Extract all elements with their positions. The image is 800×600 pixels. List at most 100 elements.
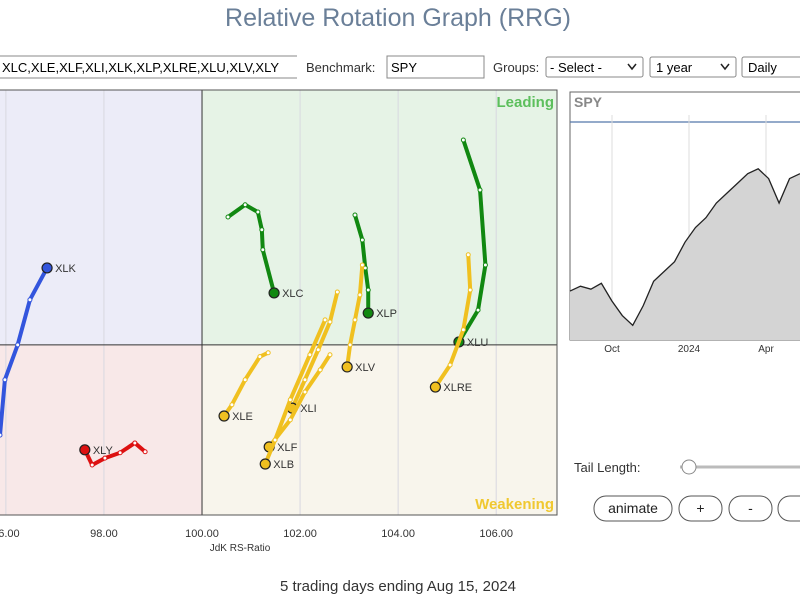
quadrant-improving <box>0 90 203 345</box>
quadrant-weakening <box>202 344 557 515</box>
tail-point <box>102 455 108 461</box>
tail-point <box>460 137 466 143</box>
tail-point <box>357 292 363 298</box>
series-label: XLB <box>273 459 294 471</box>
tail-point <box>359 262 365 268</box>
benchmark-chart: SPY Oct 2024 Apr <box>569 91 800 355</box>
button[interactable] <box>678 495 723 522</box>
tail-point <box>315 347 321 353</box>
rrg-chart: 96.00 98.00 100.00 102.00 104.00 106.00 Leadin… <box>0 89 558 554</box>
tail-point <box>265 350 271 356</box>
tail-point <box>352 317 358 323</box>
buttons: animate+-fit <box>593 495 800 522</box>
button[interactable] <box>593 495 673 522</box>
tail-point <box>352 212 358 218</box>
series-label: XLI <box>300 403 317 415</box>
x-tick-label: Oct <box>604 344 620 355</box>
tail-point <box>327 352 333 358</box>
head[interactable] <box>218 410 230 422</box>
button[interactable] <box>728 495 773 522</box>
tail <box>225 202 277 295</box>
tail-point <box>2 377 8 383</box>
tail-point <box>287 397 293 403</box>
area <box>570 168 800 340</box>
caption: 5 trading days ending Aug 15, 2024 <box>280 578 516 595</box>
head[interactable] <box>41 262 53 274</box>
plot-frame <box>0 89 558 516</box>
tail-point <box>0 432 3 438</box>
tail-point <box>257 354 263 360</box>
groups-select[interactable] <box>545 56 644 78</box>
tail-point <box>255 209 261 215</box>
series-label: XLC <box>282 288 303 300</box>
head[interactable] <box>362 307 374 319</box>
tail-point <box>482 262 488 268</box>
series-label: XLK <box>55 263 76 275</box>
button-label: animate <box>608 500 658 516</box>
x-tick-label: 100.00 <box>185 528 219 540</box>
series-label: XLF <box>277 442 297 454</box>
frequency-select[interactable] <box>741 56 800 78</box>
benchmark-input[interactable] <box>386 55 485 79</box>
tail-point <box>477 187 483 193</box>
page-title: Relative Rotation Graph (RRG) <box>225 4 571 32</box>
tail-point <box>307 352 313 358</box>
head[interactable] <box>341 361 353 373</box>
tail-point <box>287 417 293 423</box>
series-label: XLU <box>467 337 488 349</box>
dropdown-arrow <box>720 63 730 71</box>
head[interactable] <box>259 458 271 470</box>
frequency-text: Daily <box>748 60 777 75</box>
head[interactable] <box>429 381 442 393</box>
tail-point <box>15 342 21 348</box>
button[interactable] <box>777 495 800 522</box>
tail-point <box>347 342 353 348</box>
benchmark-text: SPY <box>391 60 417 75</box>
quadrant-leading <box>202 90 557 345</box>
tail-point <box>229 402 235 408</box>
button-label: + <box>696 500 704 516</box>
button-label: - <box>748 500 753 516</box>
tail-point <box>322 317 328 323</box>
tail-point <box>460 327 466 333</box>
tail-point <box>317 367 323 373</box>
series-label: XLV <box>355 362 376 374</box>
series-label: XLRE <box>443 382 472 394</box>
quadrant-lagging <box>0 344 203 515</box>
benchmark-label: Benchmark: <box>306 60 375 75</box>
tail-point <box>334 289 340 295</box>
quadrant-label: Leading <box>496 94 554 111</box>
tail-point <box>27 297 33 303</box>
tail-point <box>117 450 123 456</box>
x-tick-label: 106.00 <box>479 528 513 540</box>
series-label: XLP <box>376 308 397 320</box>
head[interactable] <box>268 287 280 299</box>
x-tick-label: 104.00 <box>381 528 415 540</box>
tail-point <box>242 202 248 208</box>
tail-point <box>302 389 308 395</box>
x-tick-label: Apr <box>758 344 774 355</box>
period-select[interactable] <box>649 56 737 78</box>
tail-point <box>447 362 453 368</box>
price-line <box>569 168 800 327</box>
tail-point <box>89 462 95 468</box>
tail-point <box>327 319 333 325</box>
tail-point <box>242 377 248 383</box>
tail-label: Tail Length: <box>574 460 641 475</box>
tail-point <box>272 437 278 443</box>
period-text: 1 year <box>656 60 693 75</box>
head[interactable] <box>79 444 91 456</box>
tail-point <box>132 440 138 446</box>
x-tick-label: 2024 <box>678 344 701 355</box>
tail-point <box>465 252 471 258</box>
symbols-text: XLC,XLE,XLF,XLI,XLK,XLP,XLRE,XLU,XLV,XLY <box>2 60 279 75</box>
dropdown-arrow <box>627 63 637 71</box>
slider-thumb[interactable] <box>681 459 697 475</box>
tail-point <box>260 247 266 253</box>
x-tick-label: 96.00 <box>0 528 20 540</box>
quadrant-label: Weakening <box>475 496 554 513</box>
series-label: XLE <box>232 411 253 423</box>
x-tick-label: 98.00 <box>90 528 118 540</box>
x-tick-label: 102.00 <box>283 528 317 540</box>
